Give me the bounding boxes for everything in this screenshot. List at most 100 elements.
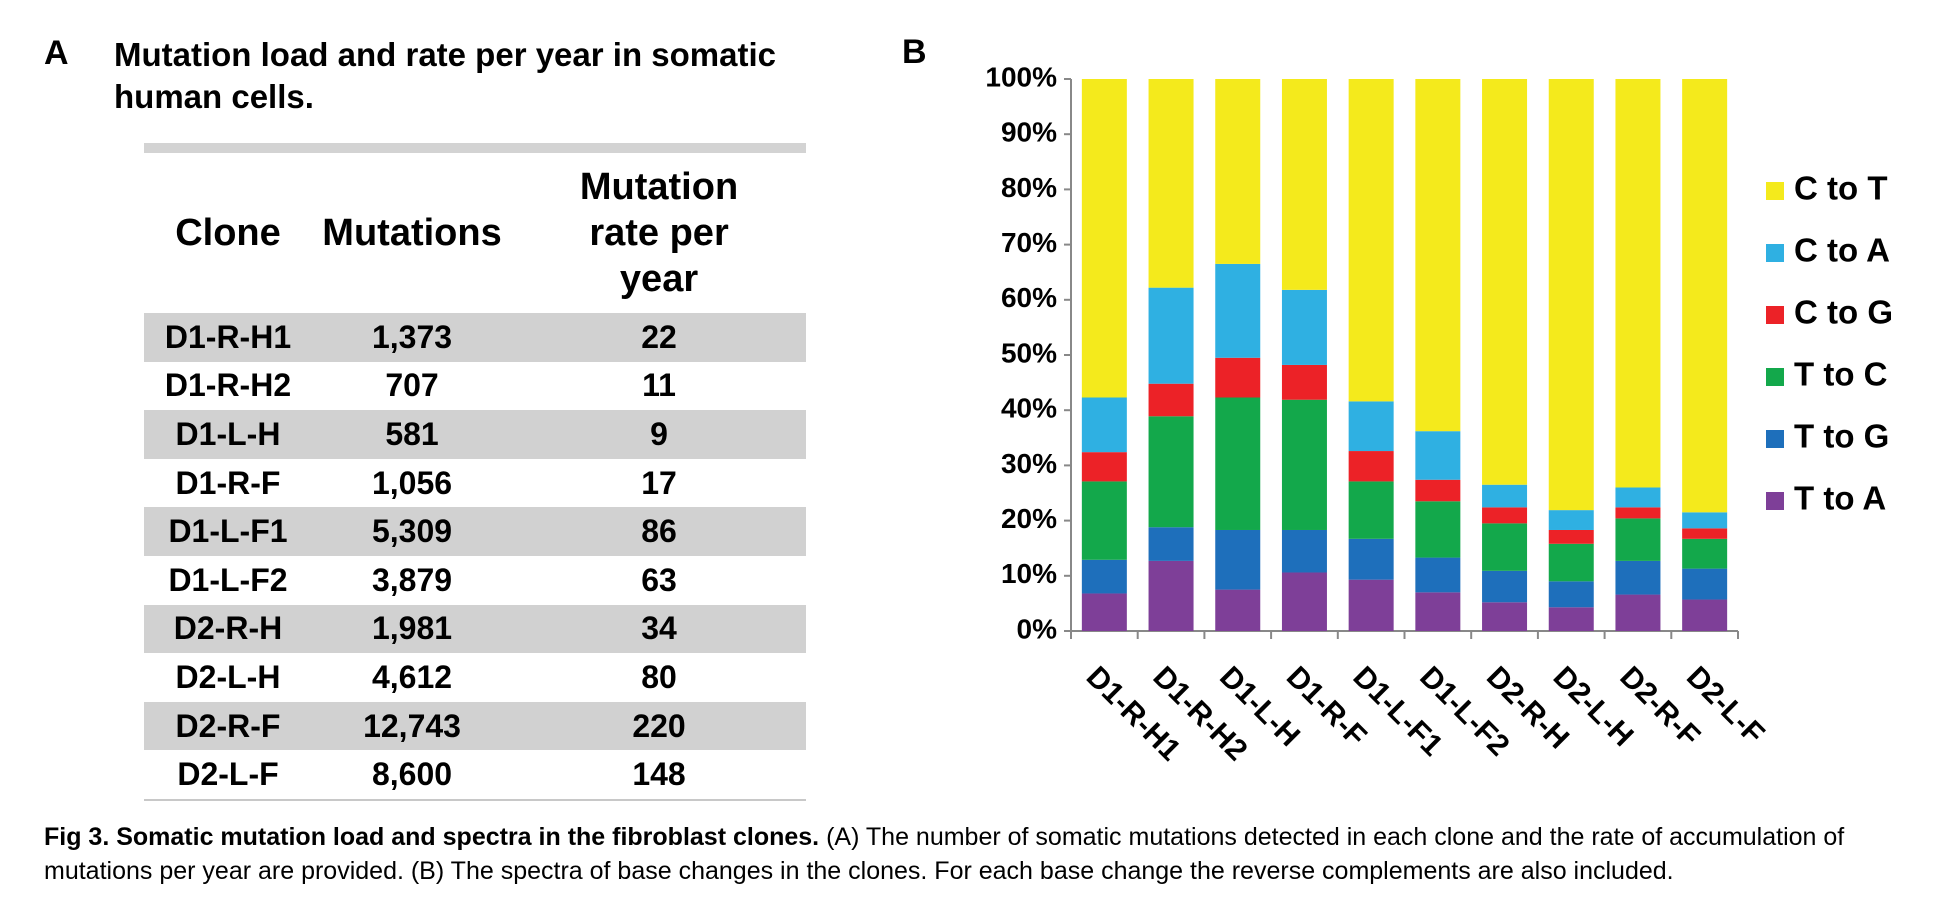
column-header: Mutation rate per year [512,143,806,313]
bar-segment [1682,599,1728,631]
legend-swatch [1766,492,1784,510]
bar-segment [1081,593,1127,631]
bar-segment [1281,399,1327,530]
bar-segment [1548,510,1594,530]
bar-segment [1348,401,1394,452]
bar-segment [1348,481,1394,539]
table-cell: 63 [641,561,677,598]
bar-segment [1348,79,1394,402]
caption-text: (A) The number of somatic mutations dete… [44,823,1845,885]
bar-segment [1548,581,1594,608]
table-row: D1-L-H 581 9 [144,410,806,459]
table: Clone Mutations Mutation rate per year D… [144,143,806,801]
bar-segment [1415,592,1461,631]
column-header: Clone [144,143,312,313]
y-tick-label: 90% [1001,117,1057,148]
bar-segment [1615,79,1661,488]
bar-segment [1281,364,1327,400]
table-cell: 148 [512,750,806,801]
bar-segment [1482,507,1528,524]
table-row: D2-R-H 1,981 34 [144,604,806,654]
bar-segment [1615,594,1661,631]
bar-segment [1615,507,1661,519]
bar-segment [1148,416,1194,528]
y-tick-label: 0% [1017,613,1058,644]
bar-segment [1482,602,1528,631]
bar-segment [1415,431,1461,480]
bar-segment [1148,287,1194,384]
table-row: D2-L-H 4,612 80 [144,653,806,702]
bar-segment [1415,79,1461,432]
y-tick-label: 10% [1001,558,1057,589]
legend-swatch [1766,244,1784,262]
panel-label: B [902,33,927,71]
y-tick-label: 100% [985,61,1057,92]
bar-segment [1215,529,1261,590]
bar-segment [1348,451,1394,482]
bar-segment [1148,560,1194,631]
y-tick-label: 50% [1001,337,1057,368]
bar-segment [1081,481,1127,560]
legend-label: T to G [1794,418,1889,455]
bar-segment [1415,557,1461,593]
table-cell: 1,373 [311,313,513,362]
table-row: D2-L-F 8,600 148 [144,750,806,801]
bar-segment [1215,357,1261,398]
table-row: D1-R-F 1,056 17 [144,459,806,508]
table-cell: 220 [512,701,806,751]
legend-label: T to A [1794,480,1886,517]
bar-segment [1482,79,1528,485]
table-cell: 17 [641,464,677,501]
table-cell: 3,879 [371,561,453,598]
bar-segment [1148,79,1194,288]
bar-segment [1682,568,1728,600]
bar-segment [1548,607,1594,631]
legend-swatch [1766,306,1784,324]
bar-segment [1482,570,1528,603]
table-row: D2-R-F 12,743 220 [144,701,806,751]
legend-label: C to T [1794,170,1887,207]
bar-segment [1548,79,1594,511]
bar-segment [1615,487,1661,508]
table-cell: D1-L-H [144,410,312,459]
bar-segment [1682,512,1728,529]
table-cell: 581 [311,410,513,459]
table-cell: 707 [385,367,439,404]
bar-segment [1215,397,1261,530]
table-cell: D2-R-F [144,701,312,751]
y-tick-label: 70% [1001,227,1057,258]
bar-segment [1682,528,1728,539]
bar-segment [1615,560,1661,595]
bar-segment [1482,523,1528,571]
bar-segment [1682,538,1728,569]
legend-label: C to A [1794,232,1890,269]
bar-segment [1081,79,1127,398]
bar-segment [1482,484,1528,508]
table-cell: 4,612 [371,658,453,695]
y-tick-label: 20% [1001,503,1057,534]
bar-segment [1548,543,1594,582]
legend-label: T to C [1794,356,1887,393]
table-cell: 5,309 [311,507,513,556]
chart: B 0%10%20%30%40%50%60%70%80%90%100%D1-R-… [902,33,1893,767]
table-cell: D2-L-H [175,658,281,695]
table-cell: D1-L-F1 [144,507,312,556]
bar-segment [1148,383,1194,417]
legend-swatch [1766,368,1784,386]
table-cell: D2-L-F [144,750,312,801]
bar-segment [1348,579,1394,631]
table-cell: 11 [642,367,676,404]
bar-segment [1081,397,1127,453]
bar-segment [1415,501,1461,558]
table-cell: 80 [641,658,677,695]
bar-segment [1281,572,1327,631]
bar-segment [1281,529,1327,573]
bar-segment [1348,538,1394,580]
table-title: Mutation load and rate per year in somat… [114,36,776,115]
legend-label: C to G [1794,294,1893,331]
y-tick-label: 80% [1001,172,1057,203]
bar-segment [1615,518,1661,561]
header-row: Clone Mutations Mutation rate per year [144,143,806,313]
table-cell: D1-R-H1 [144,313,312,362]
table-cell: D1-L-F2 [168,561,288,598]
